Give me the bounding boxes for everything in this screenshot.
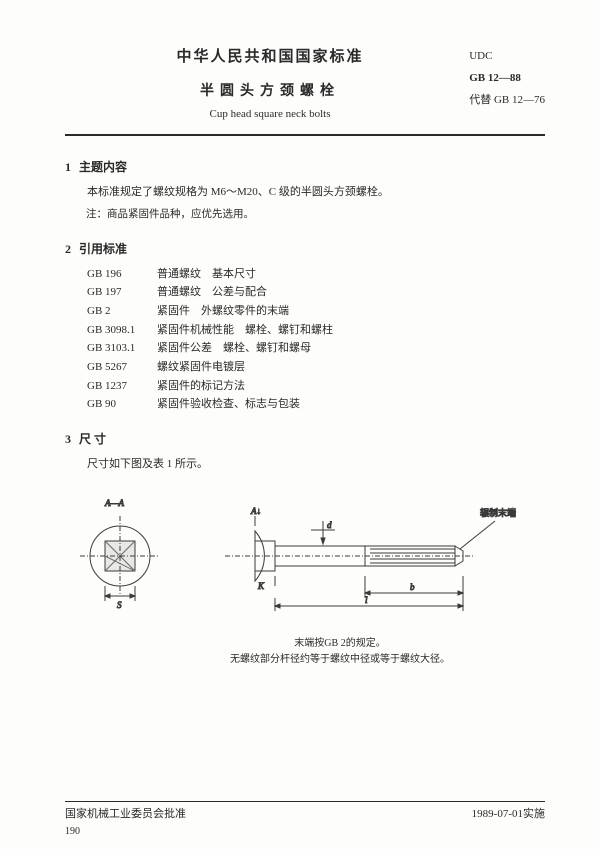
ref-item: GB 2紧固件 外螺纹零件的末端	[87, 302, 545, 321]
ref-item: GB 1237紧固件的标记方法	[87, 377, 545, 396]
ref-item: GB 90紧固件验收检查、标志与包装	[87, 395, 545, 414]
ref-item: GB 3098.1紧固件机械性能 螺栓、螺钉和螺柱	[87, 321, 545, 340]
knurl-label: 辗制末端	[480, 507, 516, 518]
bolt-diagram: A—A S	[65, 486, 545, 626]
ref-item: GB 197普通螺纹 公差与配合	[87, 283, 545, 302]
section-2-title: 2引用标准	[65, 240, 545, 257]
standard-title-cn: 半圆头方颈螺栓	[65, 80, 475, 100]
supersedes-label: 代替 GB 12—76	[469, 89, 545, 111]
reference-list: GB 196普通螺纹 基本尺寸 GB 197普通螺纹 公差与配合 GB 2紧固件…	[87, 265, 545, 415]
dim-a-mark: A↓	[250, 506, 261, 516]
dim-k-label: K	[257, 581, 265, 591]
section-1-title: 1主题内容	[65, 158, 545, 175]
gb-code: GB 12—88	[469, 67, 545, 89]
section-1-num: 1	[65, 160, 71, 174]
dim-s-label: S	[117, 600, 122, 610]
section-3-body: 尺寸如下图及表 1 所示。	[65, 455, 545, 474]
section-3-num: 3	[65, 432, 71, 446]
ref-item: GB 196普通螺纹 基本尺寸	[87, 265, 545, 284]
section-3-title: 3尺 寸	[65, 430, 545, 447]
footer-date: 1989-07-01实施	[472, 805, 545, 821]
footer-issuer: 国家机械工业委员会批准	[65, 805, 186, 821]
ref-item: GB 3103.1紧固件公差 螺栓、螺钉和螺母	[87, 339, 545, 358]
diagram-note-1: 末端按GB 2的规定。	[135, 636, 545, 652]
section-1-note: 注：商品紧固件品种，应优先选用。	[65, 206, 545, 224]
diagram-note-2: 无螺纹部分杆径约等于螺纹中径或等于螺纹大径。	[135, 652, 545, 668]
standard-org-title: 中华人民共和国国家标准	[65, 45, 475, 66]
dim-b-label: b	[410, 582, 415, 592]
section-2-num: 2	[65, 242, 71, 256]
udc-label: UDC	[469, 45, 545, 67]
dim-l-label: l	[365, 595, 368, 605]
dim-d-label: d	[327, 520, 332, 530]
ref-item: GB 5267螺纹紧固件电镀层	[87, 358, 545, 377]
page-number: 190	[65, 826, 80, 837]
diagram-section-label: A—A	[104, 498, 125, 508]
standard-title-en: Cup head square neck bolts	[65, 108, 475, 120]
section-1-body: 本标准规定了螺纹规格为 M6～M20、C 级的半圆头方颈螺栓。	[65, 183, 545, 202]
